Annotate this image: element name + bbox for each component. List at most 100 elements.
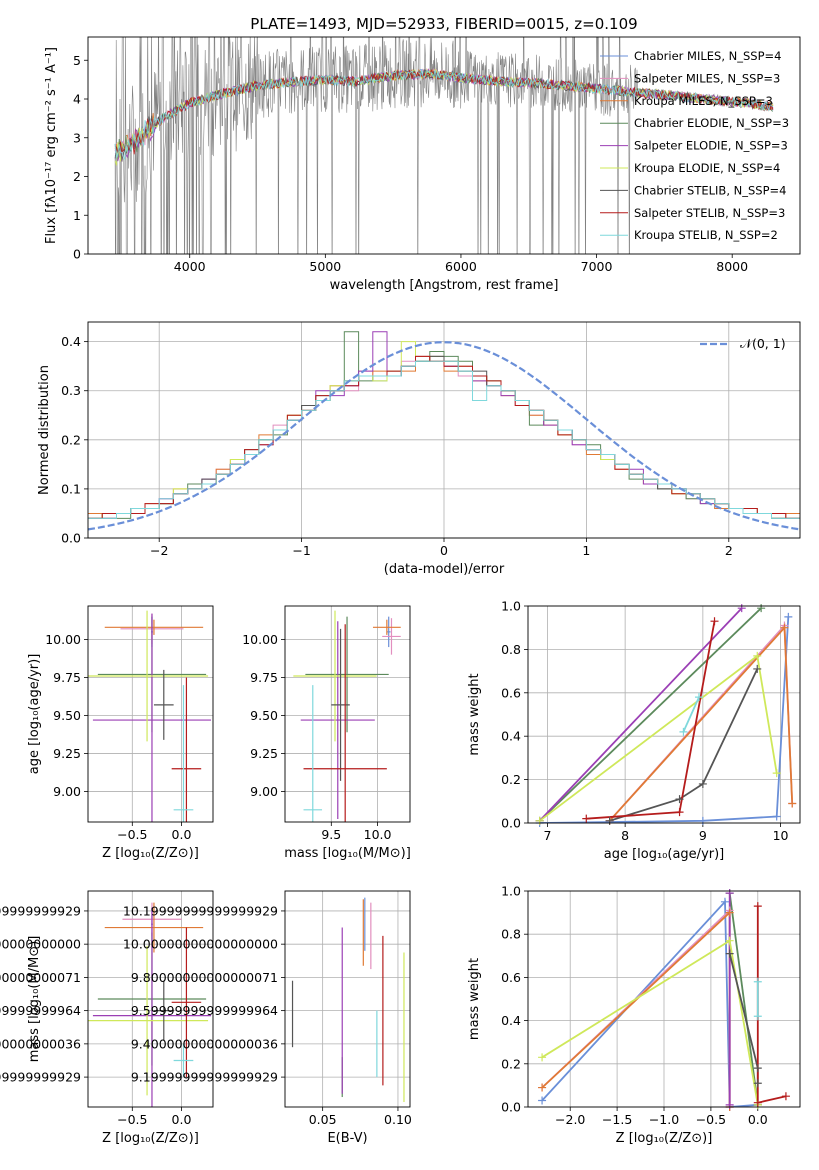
x-axis-label: E(B-V) (327, 1131, 367, 1146)
errorbar-point (331, 628, 350, 781)
weight-marker (720, 897, 729, 906)
y-tick-label: 0.1 (61, 481, 81, 496)
weight-line-4 (539, 607, 743, 822)
y-tick-label: 9.40000000000000036 (131, 1036, 278, 1051)
y-tick-label: 10.00000000000000000 (0, 937, 81, 952)
y-tick-label: 0.2 (61, 432, 81, 447)
weight-line-2 (608, 625, 794, 822)
y-tick-label: 9.59999999999999964 (0, 1003, 81, 1018)
x-tick-label: 0.10 (384, 1112, 412, 1127)
y-tick-label: 9.19999999999999929 (131, 1070, 278, 1085)
x-tick-label: 8000 (716, 259, 748, 274)
chart-spectrum: 4000 5000 6000 7000 8000 0 1 2 3 4 5 wavelength [An… (44, 15, 801, 293)
y-tick-label: 9.25 (53, 746, 81, 761)
x-tick-label: 7 (543, 828, 551, 843)
x-axis-label: wavelength [Angstrom, rest frame] (330, 278, 559, 293)
axes-frame (284, 605, 411, 823)
y-tick-label: 0.6 (501, 970, 521, 985)
y-tick-label: 4 (73, 92, 81, 107)
errorbar-point (88, 945, 209, 1096)
plot-area-mass-weight-vs-age (539, 607, 794, 823)
chart-age-vs-Z: −0.5 0.0 9.00 9.25 9.50 9.75 10.00 Z [log₁₀(Z/Z… (27, 605, 214, 861)
legend-label: Kroupa MILES, N_SSP=3 (634, 94, 773, 108)
chart-mass-weight-vs-age: 7 8 9 10 0.0 0.2 0.4 0.6 0.8 1.0 age [log₁₀(age/yr… (467, 599, 801, 862)
x-tick-label: 0.0 (748, 1112, 768, 1127)
errorbar-point (386, 616, 391, 648)
x-tick-label: −1.0 (649, 1112, 679, 1127)
y-tick-label: 0.4 (501, 729, 521, 744)
y-tick-label: 0.0 (501, 1100, 521, 1115)
y-tick-label: 0.2 (501, 772, 521, 787)
errorbar-point (88, 610, 209, 742)
y-tick-label: 9.75 (53, 670, 81, 685)
weight-marker (725, 949, 734, 958)
axes-frame (87, 890, 214, 1108)
y-tick-label: 0.0 (61, 531, 81, 546)
weight-marker (605, 816, 614, 825)
y-tick-label: 10.19999999999999929 (0, 903, 81, 918)
errorbar-point (303, 624, 387, 822)
x-tick-label: 0 (440, 543, 448, 558)
errorbar-point (153, 980, 174, 1041)
x-tick-label: −2.0 (555, 1112, 585, 1127)
weight-line-5 (541, 939, 759, 1105)
chart-age-vs-mass: 9.5 10.0 9.00 9.25 9.50 9.75 10.00 mass [log₁₀(… (242, 605, 411, 861)
x-tick-label: 8 (621, 828, 629, 843)
weight-line-8 (682, 696, 700, 733)
errorbar-point (303, 685, 323, 822)
legend-label: Salpeter STELIB, N_SSP=3 (634, 206, 785, 220)
x-tick-label: 9 (699, 828, 707, 843)
weight-line-3 (728, 893, 759, 1105)
weight-marker (753, 977, 762, 986)
weight-marker (753, 664, 762, 673)
weight-line-3 (539, 607, 762, 822)
y-axis-label: mass weight (467, 958, 482, 1040)
weight-marker (737, 604, 746, 613)
x-axis-label: Z [log₁₀(Z/Z⊙)] (616, 1131, 713, 1146)
legend-label: Kroupa ELODIE, N_SSP=4 (634, 161, 780, 175)
x-tick-label: 10 (773, 828, 789, 843)
x-tick-label: 0.05 (309, 1112, 337, 1127)
y-tick-label: 2 (73, 169, 81, 184)
y-tick-label: 0.2 (501, 1056, 521, 1071)
chart-title: PLATE=1493, MJD=52933, FIBERID=0015, z=0… (250, 15, 637, 33)
y-tick-label: 0.4 (61, 334, 81, 349)
y-tick-label: 9.00 (250, 784, 278, 799)
errorbar-point (92, 613, 212, 822)
errorbar-point (305, 616, 389, 733)
axes-frame (527, 890, 801, 1108)
model-line-7 (114, 69, 774, 155)
legend-label: 𝒩(0, 1) (740, 336, 786, 351)
spectrum-legend: Chabrier MILES, N_SSP=4 Salpeter MILES, N… (600, 49, 789, 242)
plot-area-spectrum (114, 37, 774, 254)
x-tick-label: 1 (582, 543, 590, 558)
weight-marker (675, 795, 684, 804)
y-tick-label: 9.80000000000000071 (0, 970, 81, 985)
y-tick-label: 9.25 (250, 746, 278, 761)
y-tick-label: 1.0 (501, 884, 521, 899)
weight-marker (780, 623, 789, 632)
y-tick-label: 0 (73, 247, 81, 262)
y-tick-label: 10.00000000000000000 (123, 937, 278, 952)
y-tick-label: 0.0 (501, 816, 521, 831)
weight-marker (538, 1083, 547, 1092)
x-axis-label: Z [log₁₀(Z/Z⊙)] (102, 1131, 199, 1146)
weight-marker (698, 816, 707, 825)
y-axis-label: age [log₁₀(age/yr)] (27, 654, 42, 775)
chart-mass-weight-vs-Z: −2.0 −1.5 −1.0 −0.5 0.0 0.0 0.2 0.4 0.6 0.8 1.0 Z [… (467, 884, 801, 1146)
y-tick-label: 9.59999999999999964 (131, 1003, 278, 1018)
x-tick-label: −2 (150, 543, 168, 558)
weight-line-7 (756, 906, 787, 1104)
histogram-step-8 (88, 360, 800, 519)
x-tick-label: 0.0 (172, 827, 192, 842)
legend-label: Salpeter ELODIE, N_SSP=3 (634, 139, 788, 153)
weight-marker (675, 808, 684, 817)
axes-frame (87, 605, 214, 823)
x-tick-label: −1.5 (602, 1112, 632, 1127)
weight-marker (535, 816, 544, 825)
y-tick-label: 9.80000000000000071 (131, 970, 278, 985)
x-tick-label: −0.5 (117, 1112, 147, 1127)
y-tick-label: 0.8 (501, 642, 521, 657)
weight-marker (725, 1100, 734, 1109)
